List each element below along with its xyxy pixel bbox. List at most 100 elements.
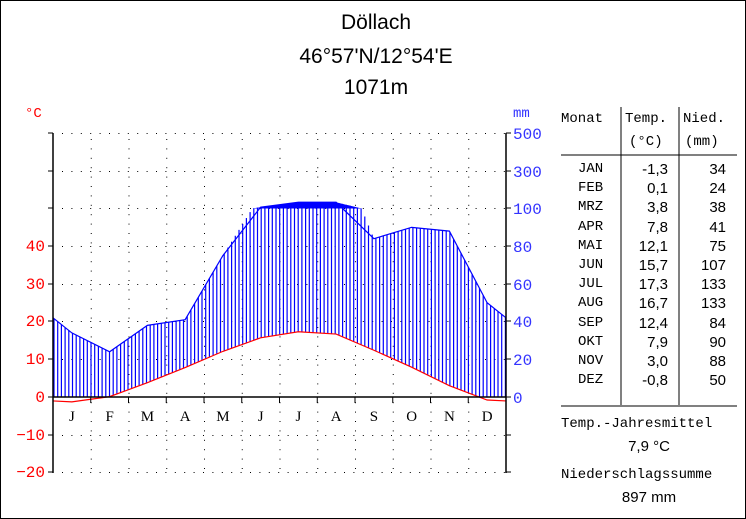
grid-dot — [231, 359, 233, 360]
grid-dot — [240, 171, 242, 172]
grid-dot — [221, 246, 223, 247]
grid-dot — [353, 359, 355, 360]
grid-dot — [204, 458, 205, 460]
row-month: AUG — [578, 295, 604, 312]
grid-dot — [456, 208, 458, 209]
grid-dot — [344, 133, 345, 134]
grid-dot — [109, 472, 110, 473]
grid-dot — [430, 167, 432, 169]
row-month: NOV — [578, 353, 604, 369]
grid-dot — [355, 421, 356, 422]
grid-dot — [355, 233, 356, 234]
grid-dot — [317, 214, 319, 216]
grid-dot — [447, 472, 449, 473]
grid-dot — [317, 317, 319, 319]
grid-dot — [90, 280, 92, 281]
grid-dot — [430, 214, 432, 216]
grid-dot — [71, 208, 73, 209]
grid-dot — [241, 176, 243, 178]
month-letter: J — [295, 409, 301, 425]
grid-dot — [62, 171, 63, 172]
grid-dot — [80, 472, 82, 473]
grid-dot — [494, 246, 496, 247]
grid-dot — [468, 148, 470, 150]
grid-dot — [166, 364, 168, 366]
grid-dot — [317, 176, 319, 178]
row-prec: 88 — [709, 353, 726, 370]
grid-dot — [317, 242, 319, 244]
grid-dot — [317, 383, 319, 385]
grid-dot — [184, 133, 186, 134]
row-prec: 24 — [709, 180, 726, 198]
header-temp-unit: (°C) — [629, 134, 663, 150]
row-prec: 133 — [700, 276, 726, 294]
grid-dot — [165, 321, 167, 322]
grid-dot — [279, 449, 281, 451]
grid-dot — [241, 345, 243, 347]
grid-dot — [485, 321, 486, 322]
grid-dot — [430, 176, 432, 178]
grid-dot — [428, 246, 430, 247]
grid-dot — [430, 421, 432, 422]
grid-dot — [250, 208, 251, 209]
grid-dot — [204, 186, 205, 187]
grid-dot — [297, 359, 298, 360]
month-letter: M — [216, 409, 229, 425]
row-month: DEZ — [578, 372, 604, 389]
grid-dot — [355, 430, 356, 432]
grid-dot — [409, 133, 411, 134]
grid-dot — [128, 327, 130, 328]
grid-dot — [468, 421, 470, 422]
grid-dot — [99, 284, 101, 285]
grid-dot — [391, 435, 392, 436]
grid-dot — [317, 157, 319, 159]
grid-dot — [279, 186, 281, 187]
grid-dot — [146, 321, 148, 322]
grid-dot — [381, 133, 383, 134]
grid-dot — [325, 321, 327, 322]
grid-dot — [317, 289, 319, 291]
grid-dot — [392, 458, 394, 460]
grid-dot — [468, 411, 470, 413]
grid-dot — [166, 421, 168, 422]
row-temp: 15,7 — [638, 257, 668, 274]
grid-dot — [355, 176, 356, 178]
grid-dot — [156, 435, 157, 436]
grid-dot — [90, 411, 92, 413]
grid-dot — [203, 321, 204, 322]
left-tick-label: 10 — [26, 351, 45, 369]
grid-dot — [325, 133, 327, 134]
grid-dot — [287, 472, 289, 473]
grid-dot — [62, 133, 63, 134]
row-temp: 0,1 — [647, 180, 668, 198]
grid-dot — [166, 242, 168, 244]
row-temp: 12,4 — [638, 314, 668, 332]
grid-dot — [372, 435, 374, 436]
grid-dot — [438, 133, 439, 134]
grid-dot — [409, 321, 411, 322]
grid-dot — [430, 148, 432, 150]
grid-dot — [90, 139, 92, 140]
grid-dot — [166, 148, 168, 150]
grid-dot — [259, 359, 261, 360]
grid-dot — [80, 321, 82, 322]
grid-dot — [250, 133, 251, 134]
grid-dot — [315, 359, 317, 360]
grid-dot — [392, 317, 394, 319]
grid-dot — [90, 208, 92, 209]
left-unit-label: °C — [25, 106, 42, 122]
grid-dot — [447, 133, 449, 134]
grid-dot — [146, 208, 148, 209]
grid-dot — [317, 195, 319, 197]
grid-dot — [90, 204, 92, 206]
grid-dot — [80, 246, 82, 247]
grid-dot — [468, 214, 470, 216]
row-prec: 41 — [709, 218, 726, 236]
grid-dot — [317, 148, 319, 150]
grid-dot — [306, 133, 308, 134]
grid-dot — [503, 321, 505, 322]
grid-dot — [468, 223, 470, 225]
grid-dot — [259, 133, 261, 134]
grid-dot — [90, 223, 92, 225]
